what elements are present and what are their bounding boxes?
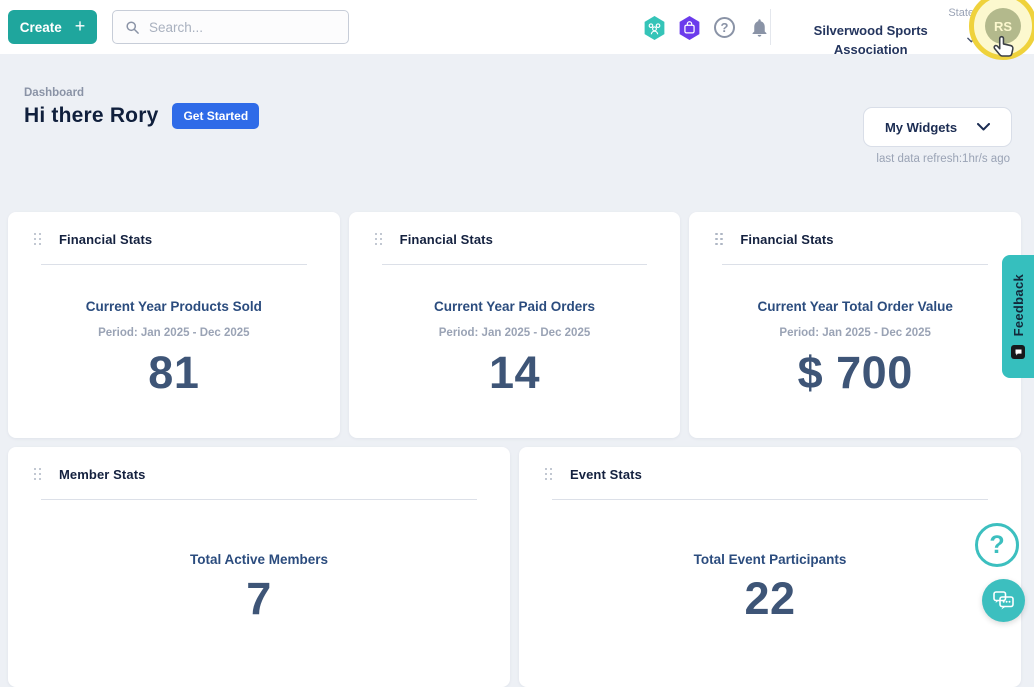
card-divider	[722, 264, 989, 265]
drag-handle-icon[interactable]	[715, 233, 723, 246]
chevron-down-icon	[977, 123, 991, 131]
search-box	[112, 10, 349, 44]
metric-title: Total Event Participants	[693, 552, 847, 567]
my-widgets-dropdown[interactable]: My Widgets	[863, 107, 1012, 147]
greeting-row: Hi there Rory Get Started	[24, 103, 260, 129]
widget-header: Financial Stats	[399, 232, 493, 247]
shop-hexagon-icon[interactable]	[676, 14, 703, 41]
feedback-tab-label: Feedback	[1010, 273, 1026, 337]
widget-card-event-participants: Event Stats Total Event Participants 22	[519, 447, 1021, 687]
widget-card-order-value: Financial Stats Current Year Total Order…	[689, 212, 1022, 438]
metric-title: Current Year Products Sold	[85, 299, 262, 314]
create-button[interactable]: Create +	[8, 10, 97, 44]
org-selector[interactable]: State Silverwood Sports Association	[780, 6, 976, 59]
metric-value: 81	[148, 347, 200, 398]
page-title: Hi there Rory	[24, 104, 159, 127]
widget-header: Member Stats	[59, 467, 146, 482]
metric-value: $ 700	[797, 347, 913, 398]
topbar-icon-group: ?	[641, 14, 773, 41]
get-started-button[interactable]: Get Started	[172, 103, 260, 129]
metric-title: Current Year Paid Orders	[433, 299, 596, 314]
feedback-tab[interactable]: Feedback	[1002, 255, 1034, 378]
card-divider	[41, 264, 307, 265]
chat-icon	[1011, 345, 1025, 360]
card-divider	[41, 499, 477, 500]
card-divider	[552, 499, 988, 500]
widget-header: Event Stats	[570, 467, 642, 482]
chat-bubbles-icon	[993, 590, 1014, 609]
help-fab[interactable]: ?	[975, 523, 1019, 567]
drag-handle-icon[interactable]	[374, 233, 383, 246]
chat-fab[interactable]	[982, 579, 1025, 622]
search-icon	[126, 20, 139, 34]
help-icon[interactable]: ?	[711, 14, 738, 41]
metric-period: Period: Jan 2025 - Dec 2025	[438, 327, 591, 339]
my-widgets-dropdown-label: My Widgets	[884, 119, 958, 135]
drag-handle-icon[interactable]	[34, 233, 42, 246]
widget-card-paid-orders: Financial Stats Current Year Paid Orders…	[348, 212, 681, 438]
metric-period: Period: Jan 2025 - Dec 2025	[779, 327, 931, 339]
org-context-label: State	[948, 7, 974, 19]
drag-handle-icon[interactable]	[34, 468, 42, 481]
widget-header: Financial Stats	[59, 232, 153, 247]
drag-handle-icon[interactable]	[545, 468, 553, 481]
widget-header: Financial Stats	[740, 232, 834, 247]
metric-period: Period: Jan 2025 - Dec 2025	[98, 327, 250, 339]
widgets-row-2: Member Stats Total Active Members 7 Even…	[8, 447, 1021, 687]
breadcrumb: Dashboard	[24, 87, 85, 99]
org-name: Silverwood Sports Association	[813, 23, 928, 57]
help-icon-glyph: ?	[720, 20, 729, 35]
metric-value: 7	[246, 573, 272, 624]
avatar-initials: RS	[993, 18, 1013, 34]
metric-value: 22	[744, 573, 796, 624]
question-icon: ?	[989, 530, 1005, 559]
create-button-label: Create	[19, 19, 62, 35]
metric-title: Current Year Total Order Value	[757, 299, 953, 314]
widgets-row-1: Financial Stats Current Year Products So…	[8, 212, 1022, 438]
chevron-down-icon	[967, 37, 976, 43]
avatar[interactable]: RS	[985, 8, 1021, 44]
card-divider	[381, 264, 648, 265]
topbar: Create + ?	[0, 0, 1034, 57]
refresh-note: last data refresh:1hr/s ago	[876, 153, 1010, 165]
metric-title: Total Active Members	[189, 552, 329, 567]
widget-card-products-sold: Financial Stats Current Year Products So…	[8, 212, 340, 438]
community-hexagon-icon[interactable]	[641, 14, 668, 41]
widget-card-active-members: Member Stats Total Active Members 7	[8, 447, 510, 687]
plus-icon: +	[74, 16, 86, 36]
search-input[interactable]	[149, 19, 348, 35]
bell-icon[interactable]	[746, 14, 773, 41]
metric-value: 14	[488, 347, 541, 398]
topbar-divider	[770, 9, 771, 45]
